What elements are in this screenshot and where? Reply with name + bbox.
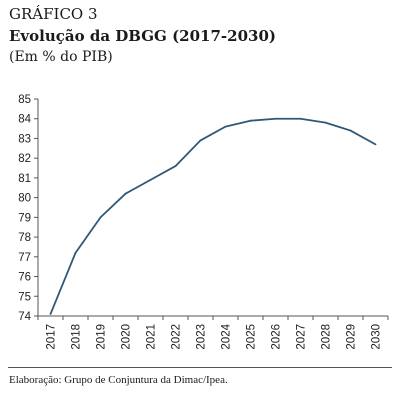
y-tick-label: 80 [18, 193, 31, 205]
data-point [74, 251, 77, 254]
figure-number: GRÁFICO 3 [9, 5, 98, 23]
x-tick-label: 2021 [146, 324, 158, 350]
y-tick-label: 85 [18, 94, 31, 106]
y-tick-label: 84 [18, 114, 31, 126]
series-line [49, 117, 376, 315]
data-point [174, 165, 177, 167]
y-tick-label: 77 [18, 252, 31, 264]
x-tick-label: 2023 [196, 324, 208, 350]
data-point [349, 129, 352, 132]
x-tick-label: 2024 [221, 323, 233, 349]
y-tick-label: 74 [18, 311, 31, 323]
x-tick-label: 2026 [271, 324, 283, 350]
y-tick-label: 81 [18, 173, 31, 185]
data-point [99, 216, 102, 219]
data-point [124, 192, 127, 195]
data-point [374, 143, 377, 146]
x-tick-label: 2019 [96, 324, 108, 350]
y-tick-label: 79 [18, 212, 31, 224]
data-point [149, 178, 152, 181]
data-point [224, 125, 227, 128]
y-tick-label: 76 [18, 272, 31, 284]
y-tick-label: 78 [18, 232, 31, 244]
y-tick-label: 82 [18, 153, 31, 165]
x-tick-label: 2025 [246, 324, 258, 350]
x-tick-label: 2018 [71, 324, 83, 350]
footer-divider [8, 367, 392, 368]
x-tick-label: 2029 [346, 324, 358, 350]
data-point [324, 121, 327, 124]
y-tick-label: 83 [18, 133, 31, 145]
data-point [274, 117, 277, 120]
y-tick-label: 75 [18, 291, 31, 303]
x-tick-label: 2027 [296, 324, 308, 350]
chart-title: Evolução da DBGG (2017-2030) [9, 27, 276, 45]
x-tick-label: 2030 [371, 324, 383, 350]
data-point [49, 313, 52, 315]
data-point [299, 117, 302, 120]
chart-subtitle: (Em % do PIB) [9, 49, 113, 65]
x-tick-label: 2020 [121, 324, 133, 350]
x-tick-label: 2022 [171, 324, 183, 350]
data-point [199, 139, 202, 142]
x-tick-label: 2017 [46, 324, 58, 350]
data-point [249, 119, 252, 122]
source-note: Elaboração: Grupo de Conjuntura da Dimac… [9, 374, 228, 386]
x-tick-label: 2028 [321, 324, 333, 350]
